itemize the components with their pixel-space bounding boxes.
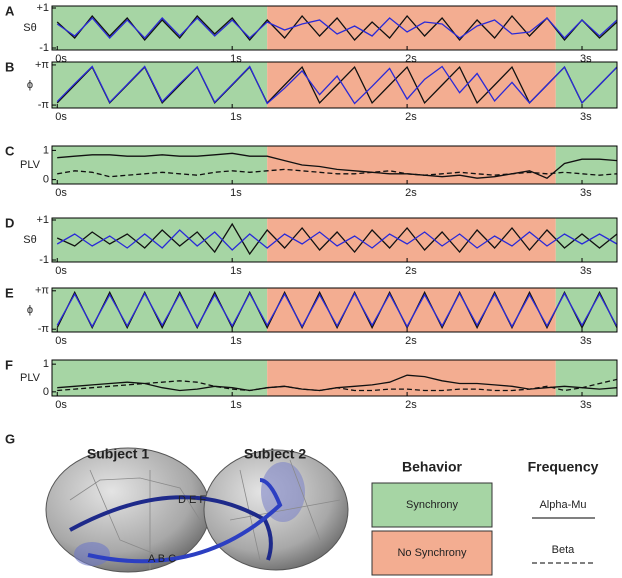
x-tick-label: 0s xyxy=(55,111,67,123)
link-label: A B C xyxy=(148,553,176,565)
y-tick-label: +π xyxy=(35,285,49,297)
signal-line xyxy=(56,222,618,256)
y-tick-label: +1 xyxy=(36,2,49,14)
subject-label: Subject 2 xyxy=(244,446,306,462)
y-axis-label: PLV xyxy=(20,159,41,171)
panel-label: F xyxy=(5,357,13,372)
behavior-region xyxy=(555,218,617,262)
behavior-region xyxy=(52,360,268,396)
plot-frame xyxy=(51,145,618,185)
x-tick-label: 2s xyxy=(405,335,417,347)
behavior-region xyxy=(52,146,268,184)
legend-label: No Synchrony xyxy=(397,547,467,559)
behavior-region xyxy=(267,146,556,184)
y-tick-label: 0 xyxy=(43,386,49,398)
y-tick-label: 1 xyxy=(43,358,49,370)
plot-frame xyxy=(51,61,618,109)
panel-label: B xyxy=(5,59,14,74)
signal-line xyxy=(57,168,618,178)
behavior-region xyxy=(267,218,556,262)
signal-line xyxy=(56,292,618,328)
x-tick-label: 1s xyxy=(230,399,242,411)
behavior-region xyxy=(52,6,268,50)
legend-swatch xyxy=(371,530,493,576)
x-tick-label: 2s xyxy=(405,265,417,277)
x-tick-label: 0s xyxy=(55,399,67,411)
behavior-region xyxy=(555,146,617,184)
x-tick-label: 3s xyxy=(580,265,592,277)
y-axis-label: Sθ xyxy=(23,234,36,246)
x-tick-label: 2s xyxy=(405,111,417,123)
panel-label: G xyxy=(5,431,15,446)
legend-label: Alpha-Mu xyxy=(539,499,586,511)
plot-frame xyxy=(51,5,618,51)
behavior-region xyxy=(52,62,268,108)
x-tick-label: 0s xyxy=(55,265,67,277)
behavior-region xyxy=(555,360,617,396)
link-label: D E F xyxy=(178,494,206,506)
x-tick-label: 1s xyxy=(230,335,242,347)
signal-line xyxy=(57,378,618,392)
y-tick-label: 1 xyxy=(43,144,49,156)
legend-title: Behavior xyxy=(402,459,462,475)
plot-frame xyxy=(51,287,618,333)
behavior-region xyxy=(267,62,556,108)
panel-g-heads xyxy=(45,447,349,573)
x-tick-label: 3s xyxy=(580,111,592,123)
signal-line xyxy=(57,152,618,179)
y-tick-label: -1 xyxy=(39,42,49,54)
y-axis-label: Sθ xyxy=(23,22,36,34)
behavior-region xyxy=(267,288,556,332)
y-tick-label: 0 xyxy=(43,174,49,186)
x-tick-label: 2s xyxy=(405,399,417,411)
legend-label: Beta xyxy=(552,544,576,556)
signal-line xyxy=(56,14,618,42)
signal-line xyxy=(56,229,618,251)
subject-label: Subject 1 xyxy=(87,446,149,462)
legend-swatch xyxy=(371,482,493,528)
y-axis-label: ϕ xyxy=(27,79,33,91)
x-tick-label: 1s xyxy=(230,187,242,199)
x-tick-label: 2s xyxy=(405,187,417,199)
legend-label: Synchrony xyxy=(406,499,458,511)
y-tick-label: +π xyxy=(35,59,49,71)
behavior-region xyxy=(267,6,556,50)
signal-line xyxy=(56,65,618,105)
y-tick-label: +1 xyxy=(36,214,49,226)
behavior-region xyxy=(555,6,617,50)
x-tick-label: 0s xyxy=(55,335,67,347)
y-axis-label: PLV xyxy=(20,372,41,384)
y-tick-label: -π xyxy=(38,99,50,111)
panel-label: A xyxy=(5,3,15,18)
y-axis-label: ϕ xyxy=(27,304,33,316)
panel-label: D xyxy=(5,215,14,230)
x-tick-label: 3s xyxy=(580,335,592,347)
x-tick-label: 1s xyxy=(230,265,242,277)
signal-line xyxy=(56,17,618,39)
y-tick-label: -π xyxy=(38,323,50,335)
x-tick-label: 3s xyxy=(580,187,592,199)
x-tick-label: 3s xyxy=(580,399,592,411)
plot-frame xyxy=(51,217,618,263)
x-tick-label: 1s xyxy=(230,111,242,123)
legend-title: Frequency xyxy=(528,459,599,475)
behavior-region xyxy=(52,288,268,332)
plot-frame xyxy=(51,359,618,397)
y-tick-label: -1 xyxy=(39,254,49,266)
panel-label: E xyxy=(5,285,14,300)
x-tick-label: 0s xyxy=(55,187,67,199)
panel-label: C xyxy=(5,143,15,158)
